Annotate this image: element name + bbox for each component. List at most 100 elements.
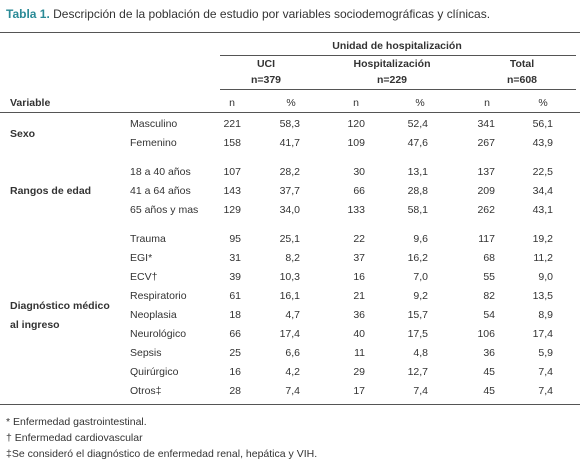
rule bbox=[0, 112, 580, 113]
cell: 37,7 bbox=[279, 185, 300, 197]
cell: 43,9 bbox=[532, 137, 553, 149]
group-name: Hospitalización bbox=[353, 58, 431, 70]
cell: 40 bbox=[353, 328, 365, 340]
cell: 36 bbox=[483, 347, 495, 359]
row-label: Quirúrgico bbox=[130, 366, 179, 378]
footnote: ‡Se consideró el diagnóstico de enfermed… bbox=[6, 448, 318, 460]
cell: 7,4 bbox=[538, 385, 553, 397]
column-header: Variable bbox=[10, 97, 51, 109]
row-label: 65 años y mas bbox=[130, 204, 199, 216]
row-label: Otros‡ bbox=[130, 385, 162, 397]
cell: 34,4 bbox=[532, 185, 553, 197]
cell: 133 bbox=[347, 204, 365, 216]
title-label: Tabla 1. bbox=[6, 7, 50, 21]
cell: 52,4 bbox=[407, 118, 428, 130]
cell: 6,6 bbox=[285, 347, 300, 359]
cell: 7,4 bbox=[538, 366, 553, 378]
cell: 120 bbox=[347, 118, 365, 130]
cell: 55 bbox=[483, 271, 495, 283]
cell: 106 bbox=[477, 328, 495, 340]
cell: 45 bbox=[483, 366, 495, 378]
cell: 22,5 bbox=[532, 166, 553, 178]
row-label: Masculino bbox=[130, 118, 178, 130]
super-header: Unidad de hospitalización bbox=[332, 40, 462, 52]
cell: 9,2 bbox=[413, 290, 428, 302]
cell: 117 bbox=[478, 233, 495, 245]
cell: 15,7 bbox=[407, 309, 428, 321]
cell: 16 bbox=[229, 366, 241, 378]
cell: 17,4 bbox=[279, 328, 300, 340]
row-label: EGI* bbox=[130, 252, 153, 264]
cell: 34,0 bbox=[279, 204, 300, 216]
title: Tabla 1. Descripción de la población de … bbox=[6, 8, 490, 20]
cell: 341 bbox=[477, 118, 495, 130]
cell: 31 bbox=[229, 252, 241, 264]
cell: 25,1 bbox=[279, 233, 300, 245]
cell: 58,3 bbox=[279, 118, 300, 130]
cell: 13,5 bbox=[532, 290, 553, 302]
footnote: † Enfermedad cardiovascular bbox=[6, 432, 143, 444]
rule bbox=[220, 55, 576, 56]
cell: 16,2 bbox=[407, 252, 428, 264]
cell: 19,2 bbox=[532, 233, 553, 245]
cell: 5,9 bbox=[538, 347, 553, 359]
cell: 9,0 bbox=[538, 271, 553, 283]
cell: 262 bbox=[477, 204, 495, 216]
cell: 36 bbox=[353, 309, 365, 321]
cell: 137 bbox=[477, 166, 495, 178]
cell: 8,2 bbox=[285, 252, 300, 264]
column-header: % bbox=[415, 97, 425, 109]
section-label: Diagnóstico médico bbox=[10, 299, 110, 312]
cell: 66 bbox=[353, 185, 365, 197]
cell: 11 bbox=[354, 347, 365, 359]
cell: 10,3 bbox=[279, 271, 300, 283]
cell: 7,4 bbox=[413, 385, 428, 397]
row-label: Respiratorio bbox=[130, 290, 187, 302]
column-header: % bbox=[286, 97, 296, 109]
cell: 28,2 bbox=[279, 166, 300, 178]
cell: 58,1 bbox=[407, 204, 428, 216]
cell: 45 bbox=[483, 385, 495, 397]
cell: 9,6 bbox=[413, 233, 428, 245]
cell: 18 bbox=[229, 309, 241, 321]
column-header: n bbox=[229, 97, 235, 109]
group-n: n=608 bbox=[506, 74, 538, 86]
group-n: n=229 bbox=[376, 74, 408, 86]
cell: 143 bbox=[223, 185, 241, 197]
cell: 12,7 bbox=[407, 366, 428, 378]
group-name: Total bbox=[509, 58, 535, 70]
cell: 7,0 bbox=[413, 271, 428, 283]
cell: 17,4 bbox=[532, 328, 553, 340]
column-header: n bbox=[353, 97, 359, 109]
cell: 7,4 bbox=[285, 385, 300, 397]
cell: 28,8 bbox=[407, 185, 428, 197]
cell: 25 bbox=[229, 347, 241, 359]
column-header: % bbox=[538, 97, 548, 109]
cell: 61 bbox=[229, 290, 241, 302]
group-n: n=379 bbox=[250, 74, 282, 86]
cell: 17,5 bbox=[407, 328, 428, 340]
cell: 4,2 bbox=[285, 366, 300, 378]
row-label: Sepsis bbox=[130, 347, 162, 359]
cell: 22 bbox=[353, 233, 365, 245]
group-name: UCI bbox=[256, 58, 276, 70]
cell: 29 bbox=[353, 366, 365, 378]
cell: 95 bbox=[229, 233, 241, 245]
cell: 221 bbox=[223, 118, 241, 130]
cell: 209 bbox=[477, 185, 495, 197]
row-label: 41 a 64 años bbox=[130, 185, 191, 197]
cell: 28 bbox=[229, 385, 241, 397]
footnote: * Enfermedad gastrointestinal. bbox=[6, 416, 147, 428]
cell: 21 bbox=[353, 290, 365, 302]
row-label: Femenino bbox=[130, 137, 177, 149]
row-label: Neoplasia bbox=[130, 309, 177, 321]
cell: 68 bbox=[483, 252, 495, 264]
cell: 39 bbox=[229, 271, 241, 283]
cell: 16 bbox=[353, 271, 365, 283]
cell: 43,1 bbox=[532, 204, 553, 216]
cell: 158 bbox=[223, 137, 241, 149]
column-header: n bbox=[484, 97, 490, 109]
row-label: 18 a 40 años bbox=[130, 166, 191, 178]
row-label: Trauma bbox=[130, 233, 166, 245]
